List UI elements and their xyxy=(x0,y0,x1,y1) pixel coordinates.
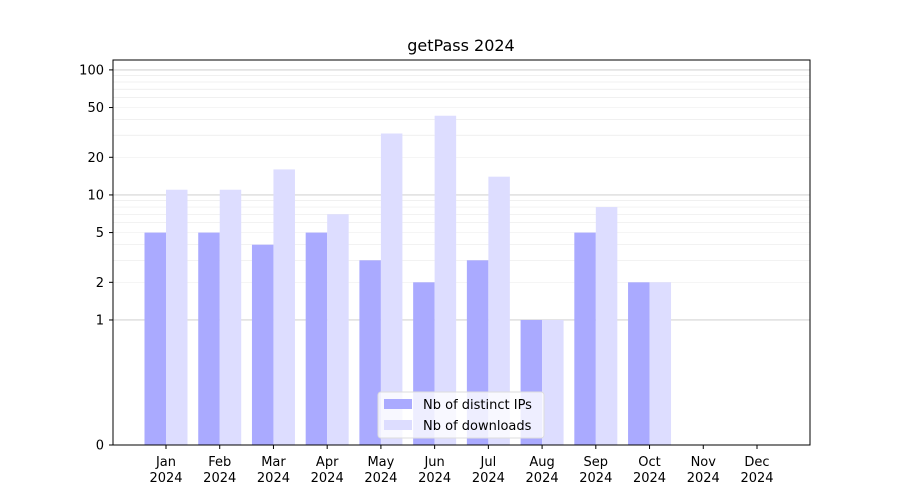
bar-distinct-ips xyxy=(198,232,220,445)
x-tick-label-year: 2024 xyxy=(526,471,559,486)
x-tick-label-month: Jul xyxy=(480,455,497,470)
x-tick-label-year: 2024 xyxy=(472,471,505,486)
bar-downloads xyxy=(434,115,457,445)
bar-downloads xyxy=(595,207,618,445)
chart-title: getPass 2024 xyxy=(407,36,514,55)
legend-swatch xyxy=(384,420,412,430)
x-tick-label-year: 2024 xyxy=(687,471,720,486)
x-tick-label-year: 2024 xyxy=(579,471,612,486)
x-tick-label-month: Sep xyxy=(584,455,609,470)
x-tick-label-year: 2024 xyxy=(257,471,290,486)
x-tick-label-month: Oct xyxy=(638,455,660,470)
bar-downloads xyxy=(488,176,510,445)
bar-distinct-ips xyxy=(359,260,381,445)
bar-downloads xyxy=(649,282,672,445)
y-tick-label: 5 xyxy=(96,226,104,241)
x-tick-label-month: Jan xyxy=(155,455,176,470)
bar-downloads xyxy=(542,319,564,445)
legend-label: Nb of distinct IPs xyxy=(423,398,532,413)
x-tick-label-month: Jun xyxy=(423,455,444,470)
x-axis: Jan2024Feb2024Mar2024Apr2024May2024Jun20… xyxy=(149,445,774,486)
x-tick-label-month: Feb xyxy=(208,455,231,470)
bar-downloads xyxy=(380,133,403,445)
plot-frame xyxy=(112,59,811,446)
y-axis: 0 1 2 5 10 20 50 100 xyxy=(79,63,113,454)
y-tick-label: 10 xyxy=(87,188,104,203)
x-tick-label-month: Mar xyxy=(261,455,286,470)
bar-downloads xyxy=(327,214,349,445)
x-tick-label-year: 2024 xyxy=(311,471,344,486)
x-tick-label-month: May xyxy=(367,455,394,470)
bar-distinct-ips xyxy=(144,232,166,445)
bar-distinct-ips xyxy=(574,232,596,445)
y-tick-label: 2 xyxy=(96,276,104,291)
y-tick-label: 20 xyxy=(87,151,104,166)
x-tick-label-year: 2024 xyxy=(418,471,451,486)
x-tick-label-year: 2024 xyxy=(740,471,773,486)
bar-distinct-ips xyxy=(628,282,650,445)
x-tick-label-month: Nov xyxy=(691,455,717,470)
legend: Nb of distinct IPs Nb of downloads xyxy=(377,391,545,439)
x-tick-label-month: Apr xyxy=(316,455,339,470)
x-tick-label-month: Aug xyxy=(529,455,554,470)
legend-swatch xyxy=(384,399,412,409)
x-tick-label-month: Dec xyxy=(744,455,769,470)
x-tick-label-year: 2024 xyxy=(149,471,182,486)
bar-downloads xyxy=(166,189,188,445)
bar-distinct-ips xyxy=(251,244,274,445)
y-tick-label: 1 xyxy=(96,313,104,328)
y-tick-label: 50 xyxy=(87,101,104,116)
bar-downloads xyxy=(273,169,295,445)
y-tick-label: 100 xyxy=(79,63,104,78)
bar-distinct-ips xyxy=(305,232,328,445)
bar-downloads xyxy=(219,189,242,445)
x-tick-label-year: 2024 xyxy=(364,471,397,486)
legend-box xyxy=(377,391,545,439)
legend-label: Nb of downloads xyxy=(423,419,532,434)
x-tick-label-year: 2024 xyxy=(633,471,666,486)
x-tick-label-year: 2024 xyxy=(203,471,236,486)
y-tick-label: 0 xyxy=(96,439,104,454)
